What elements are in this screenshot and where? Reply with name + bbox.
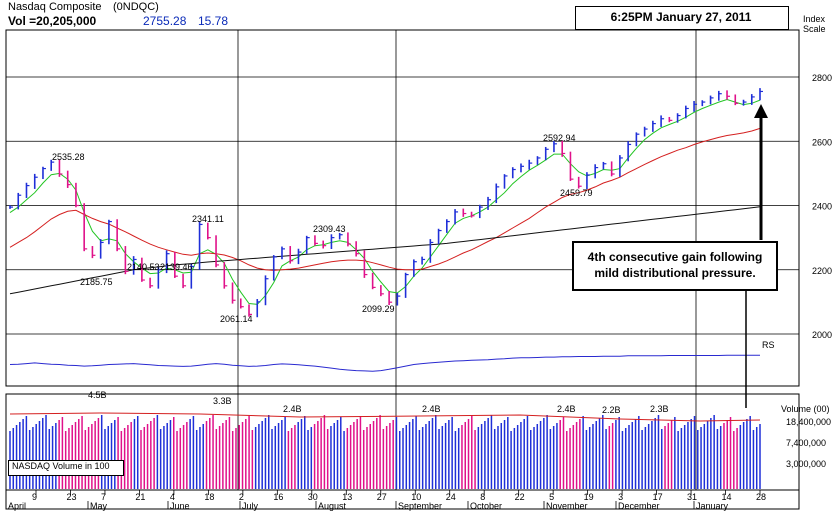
month-label: November [546, 501, 588, 511]
volume-annotation: 2.3B [650, 404, 669, 414]
month-label: September [398, 501, 442, 511]
relative-strength-line [9, 354, 760, 372]
moving-average-long-line [9, 206, 761, 295]
volume-moving-average [9, 412, 761, 422]
date-tick-label: 13 [342, 492, 352, 502]
date-tick-label: 10 [411, 492, 421, 502]
price-annotation: 2535.28 [52, 152, 85, 162]
date-tick-label: 17 [653, 492, 663, 502]
moving-average-medium-line [9, 127, 761, 271]
volume-tick-label: 3,000,000 [786, 459, 826, 469]
price-annotation: 2592.94 [543, 133, 576, 143]
price-tick-label: 2800 [812, 73, 832, 83]
rs-label: RS [762, 340, 775, 350]
date-tick-label: 19 [584, 492, 594, 502]
volume-panel-label-box [8, 460, 124, 476]
price-annotation: 2061.14 [220, 314, 253, 324]
scale-label-line1: Index [803, 14, 826, 24]
date-tick-label: 21 [135, 492, 145, 502]
price-annotation: 2459.79 [560, 188, 593, 198]
date-tick-label: 27 [377, 492, 387, 502]
volume-annotation: 2.4B [283, 404, 302, 414]
date-tick-label: 14 [722, 492, 732, 502]
month-label: August [318, 501, 347, 511]
price-annotation: 2309.43 [313, 224, 346, 234]
month-label: July [242, 501, 259, 511]
annotation-box [572, 241, 778, 291]
volume-scale-label: Volume (00) [781, 404, 830, 414]
date-axis-frame [5, 489, 800, 510]
price-annotation: 2341.11 [192, 214, 224, 224]
month-label: May [90, 501, 108, 511]
volume-tick-label: 18,400,000 [786, 417, 831, 427]
moving-average-short-line [9, 98, 761, 305]
date-tick-label: 2 [239, 492, 244, 502]
date-tick-label: 31 [687, 492, 697, 502]
scale-label-line2: Scale [803, 24, 826, 34]
volume-annotation: 2.4B [557, 404, 576, 414]
price-annotation: 2140.53 [127, 262, 160, 272]
date-tick-label: 4 [170, 492, 175, 502]
volume-readout: Vol =20,205,000 [8, 14, 97, 28]
volume-annotation: 2.2B [602, 405, 621, 415]
month-label: June [170, 501, 190, 511]
chart-marks [9, 88, 768, 489]
volume-annotation: 2.4B [422, 404, 441, 414]
date-tick-label: 23 [66, 492, 76, 502]
price-change: 15.78 [198, 14, 229, 28]
timestamp-box [575, 6, 789, 30]
annotation-line2: mild distributional pressure. [594, 266, 756, 280]
date-tick-label: 3 [618, 492, 623, 502]
price-tick-label: 2400 [812, 202, 832, 212]
price-tick-label: 2200 [812, 266, 832, 276]
timestamp: 6:25PM January 27, 2011 [610, 10, 752, 24]
price-panel-frame [5, 29, 800, 387]
price-annotation: 2099.29 [362, 304, 395, 314]
annotation-line1: 4th consecutive gain following [587, 250, 763, 264]
chart-title: Nasdaq Composite [8, 1, 102, 13]
date-tick-label: 18 [204, 492, 214, 502]
volume-annotation: 3.3B [213, 396, 232, 406]
month-label: April [8, 501, 26, 511]
date-tick-label: 22 [515, 492, 525, 502]
date-tick-label: 7 [101, 492, 106, 502]
price-annotation: 2185.75 [80, 277, 113, 287]
month-label: October [470, 501, 502, 511]
date-tick-label: 30 [308, 492, 318, 502]
date-tick-label: 28 [756, 492, 766, 502]
date-tick-label: 16 [273, 492, 283, 502]
chart-symbol: (0NDQC) [113, 1, 159, 13]
month-label: December [618, 501, 660, 511]
month-label: January [696, 501, 729, 511]
price-tick-label: 2600 [812, 137, 832, 147]
volume-panel-label: NASDAQ Volume in 100 [12, 461, 110, 471]
chart-labels: 2000 2200 2400 2600 2800 2535.28 2185.75 2140.5… [8, 73, 832, 511]
volume-tick-label: 7,400,000 [786, 438, 826, 448]
date-tick-label: 9 [32, 492, 37, 502]
last-price: 2755.28 [143, 14, 187, 28]
date-tick-label: 5 [549, 492, 554, 502]
volume-annotation: 4.5B [88, 390, 107, 400]
price-annotation: 2139.46 [160, 262, 193, 272]
date-tick-label: 24 [446, 492, 456, 502]
price-tick-label: 2000 [812, 330, 832, 340]
date-tick-label: 8 [480, 492, 485, 502]
annotation-arrowhead [754, 104, 768, 118]
